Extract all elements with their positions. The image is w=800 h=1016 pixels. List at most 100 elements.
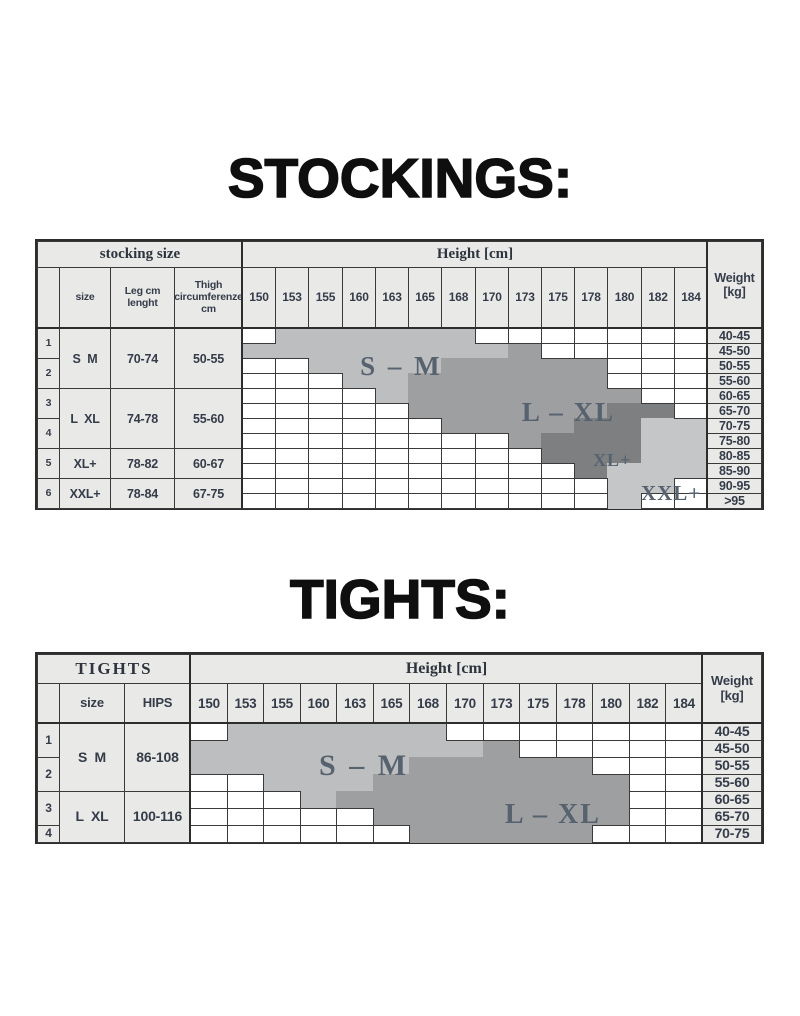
- zone-cell-xxl-plus: [607, 493, 642, 509]
- column-label-1: HIPS: [124, 683, 191, 724]
- zone-cell-l-xl: [441, 403, 476, 419]
- weight-cell: 60-65: [702, 791, 762, 809]
- zone-cell-xxl-plus: [641, 418, 675, 434]
- zone-cell-s-m: [342, 358, 376, 374]
- zone-cell-xl-plus: [541, 448, 575, 464]
- zone-cell-s-m: [308, 358, 343, 374]
- grid-cell: [607, 358, 642, 374]
- height-cell: 165: [408, 267, 442, 329]
- zone-cell-l-xl: [508, 418, 542, 434]
- grid-cell: [308, 418, 343, 434]
- zone-cell-xl-plus: [607, 403, 642, 419]
- zone-cell-l-xl: [556, 825, 593, 843]
- zone-cell-l-xl: [373, 791, 410, 809]
- grid-cell: [629, 774, 666, 792]
- weight-cell: 90-95: [707, 478, 762, 494]
- size-value-cell: 70-74: [110, 328, 175, 389]
- zone-cell-l-xl: [408, 403, 442, 419]
- height-cell: 153: [275, 267, 309, 329]
- zone-cell-s-m: [409, 723, 447, 741]
- height-cell: 168: [409, 683, 447, 724]
- grid-cell: [556, 723, 593, 741]
- zone-cell-s-m: [190, 757, 228, 775]
- row-number-header: [37, 267, 60, 329]
- grid-cell: [674, 373, 708, 389]
- grid-cell: [641, 373, 675, 389]
- weight-cell: 55-60: [702, 774, 762, 792]
- zone-cell-l-xl: [483, 808, 520, 826]
- grid-cell: [408, 478, 442, 494]
- zone-cell-s-m: [242, 343, 276, 359]
- grid-cell: [441, 478, 476, 494]
- weight-cell: 65-70: [702, 808, 762, 826]
- size-value-cell: 78-84: [110, 478, 175, 509]
- grid-cell: [408, 448, 442, 464]
- weight-cell: 40-45: [702, 723, 762, 741]
- weight-cell: 75-80: [707, 433, 762, 449]
- grid-cell: [275, 493, 309, 509]
- grid-cell: [263, 791, 301, 809]
- grid-cell: [441, 463, 476, 479]
- grid-cell: [275, 463, 309, 479]
- grid-cell: [242, 418, 276, 434]
- zone-cell-l-xl: [483, 740, 520, 758]
- grid-cell: [446, 723, 484, 741]
- zone-cell-xxl-plus: [674, 463, 708, 479]
- height-cell: 173: [483, 683, 520, 724]
- zone-cell-l-xl: [556, 757, 593, 775]
- zone-cell-xl-plus: [607, 433, 642, 449]
- zone-cell-l-xl: [592, 791, 630, 809]
- weight-cell: >95: [707, 493, 762, 509]
- grid-cell: [629, 740, 666, 758]
- grid-cell: [308, 388, 343, 404]
- header-separator-line: [37, 327, 762, 329]
- zone-cell-l-xl: [508, 358, 542, 374]
- left-section-separator-line: [189, 654, 191, 842]
- zone-cell-xxl-plus: [674, 448, 708, 464]
- size-value-cell: 55-60: [174, 388, 243, 449]
- grid-cell: [508, 448, 542, 464]
- left-section-separator-line: [241, 241, 243, 508]
- zone-cell-l-xl: [475, 373, 509, 389]
- grid-cell: [190, 791, 228, 809]
- grid-cell: [674, 388, 708, 404]
- weight-header: Weight [kg]: [702, 654, 762, 724]
- zone-cell-l-xl: [508, 403, 542, 419]
- zone-cell-s-m: [375, 388, 409, 404]
- zone-cell-l-xl: [446, 825, 484, 843]
- grid-cell: [263, 808, 301, 826]
- height-header: Height [cm]: [190, 654, 703, 684]
- zone-cell-s-m: [300, 757, 337, 775]
- height-cell: 160: [300, 683, 337, 724]
- grid-cell: [242, 388, 276, 404]
- header-separator-line: [37, 722, 762, 724]
- row-number-cell: 3: [37, 388, 60, 419]
- zone-cell-l-xl: [519, 774, 557, 792]
- zone-cell-l-xl: [373, 774, 410, 792]
- row-number-cell: 4: [37, 825, 60, 843]
- zone-cell-xl-plus: [607, 418, 642, 434]
- grid-cell: [674, 328, 708, 344]
- zone-cell-s-m: [441, 343, 476, 359]
- grid-cell: [300, 825, 337, 843]
- zone-cell-s-m: [408, 358, 442, 374]
- zone-cell-s-m: [408, 343, 442, 359]
- height-cell: 163: [336, 683, 374, 724]
- zone-cell-l-xl: [592, 808, 630, 826]
- height-cell: 160: [342, 267, 376, 329]
- grid-cell: [242, 373, 276, 389]
- grid-cell: [408, 433, 442, 449]
- height-cell: 180: [607, 267, 642, 329]
- grid-cell: [483, 723, 520, 741]
- grid-cell: [242, 478, 276, 494]
- zone-cell-l-xl: [574, 358, 608, 374]
- grid-cell: [375, 478, 409, 494]
- grid-cell: [574, 493, 608, 509]
- zone-cell-l-xl: [446, 774, 484, 792]
- zone-cell-s-m: [275, 328, 309, 344]
- grid-cell: [592, 740, 630, 758]
- weight-section-separator-line: [706, 241, 708, 508]
- zone-cell-xxl-plus: [674, 418, 708, 434]
- zone-cell-l-xl: [483, 774, 520, 792]
- grid-cell: [375, 463, 409, 479]
